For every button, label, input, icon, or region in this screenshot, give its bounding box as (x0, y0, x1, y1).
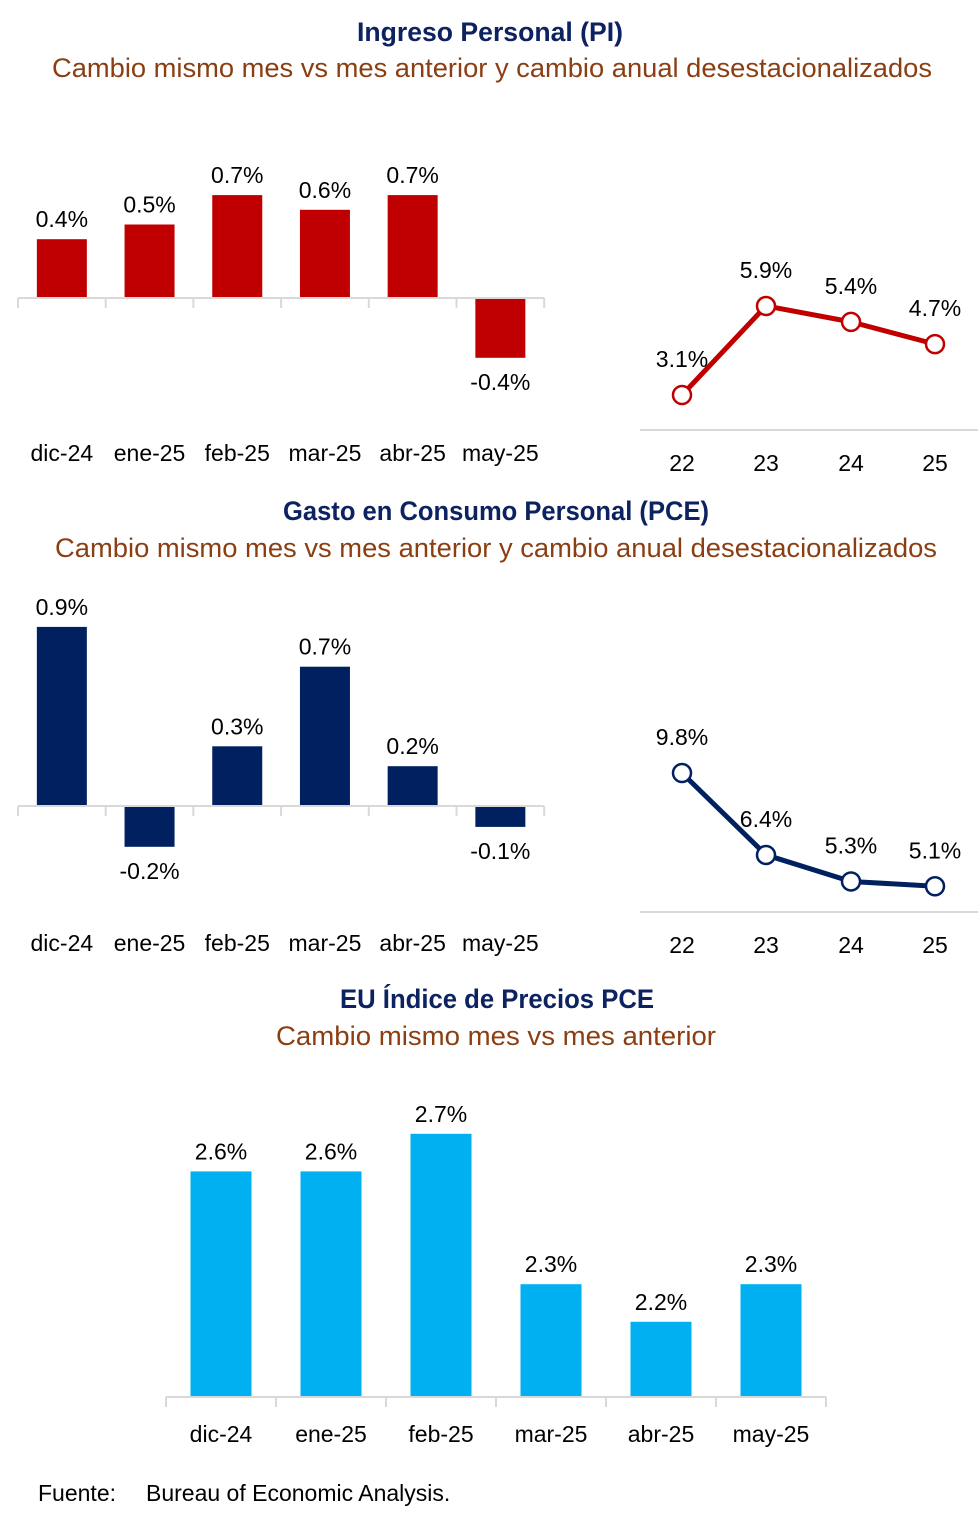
price-category-label: ene-25 (295, 1421, 367, 1447)
chart-title-pce: Gasto en Consumo Personal (PCE) (283, 496, 709, 526)
price-bar (410, 1133, 472, 1397)
price-data-label: 2.6% (195, 1138, 247, 1164)
pce-data-label: 0.2% (386, 733, 438, 759)
pi-data-label: 0.4% (36, 206, 88, 232)
chart-subtitle-price: Cambio mismo mes vs mes anterior (276, 1021, 716, 1051)
pce-data-label: -0.1% (470, 838, 530, 864)
pce-annual-data-label: 5.1% (909, 837, 961, 863)
pi-annual-point (924, 333, 946, 355)
pce-bar (212, 746, 263, 806)
pi-bar (212, 195, 263, 298)
price-data-label: 2.6% (305, 1138, 357, 1164)
pi-annual-data-label: 5.9% (740, 257, 792, 283)
pce-annual-category-label: 22 (669, 932, 695, 958)
pi-category-label: mar-25 (289, 440, 362, 466)
pi-data-label: -0.4% (470, 369, 530, 395)
pi-data-label: 0.7% (386, 162, 438, 188)
pi-bar (124, 224, 175, 298)
price-data-label: 2.7% (415, 1101, 467, 1127)
pi-bar (36, 239, 87, 298)
pce-category-label: ene-25 (114, 930, 186, 956)
pce-category-label: feb-25 (205, 930, 270, 956)
pi-category-label: ene-25 (114, 440, 186, 466)
price-bar (300, 1171, 362, 1397)
pce-annual-data-label: 5.3% (825, 832, 877, 858)
price-bar (520, 1284, 582, 1397)
pi-bar (299, 209, 350, 298)
pi-annual-category-label: 22 (669, 450, 695, 476)
price-category-label: abr-25 (628, 1421, 694, 1447)
pce-annual-data-label: 9.8% (656, 724, 708, 750)
price-category-label: may-25 (733, 1421, 810, 1447)
pce-data-label: -0.2% (120, 858, 180, 884)
pce-annual-point (755, 844, 777, 866)
pce-annual-category-label: 24 (838, 932, 864, 958)
pce-annual-point (924, 876, 946, 897)
pi-category-label: feb-25 (205, 440, 270, 466)
pi-annual-point (671, 384, 693, 406)
pce-bar (387, 766, 438, 806)
pi-annual-point (840, 311, 862, 333)
pi-annual-data-label: 3.1% (656, 346, 708, 372)
source-text: Bureau of Economic Analysis. (146, 1480, 450, 1506)
pi-category-label: abr-25 (379, 440, 445, 466)
pce-bar (299, 666, 350, 806)
pce-category-label: mar-25 (289, 930, 362, 956)
price-category-label: dic-24 (190, 1421, 253, 1447)
price-data-label: 2.3% (525, 1251, 577, 1277)
pce-data-label: 0.7% (299, 634, 351, 660)
price-category-label: mar-25 (515, 1421, 588, 1447)
pce-annual-category-label: 25 (922, 932, 948, 958)
price-data-label: 2.2% (635, 1289, 687, 1315)
pi-annual-data-label: 4.7% (909, 295, 961, 321)
pi-bar (387, 195, 438, 298)
pce-category-label: may-25 (462, 930, 539, 956)
pce-annual-category-label: 23 (753, 932, 779, 958)
chart-subtitle-pi: Cambio mismo mes vs mes anterior y cambi… (52, 53, 932, 83)
price-data-label: 2.3% (745, 1251, 797, 1277)
pce-category-label: abr-25 (379, 930, 445, 956)
pi-data-label: 0.6% (299, 177, 351, 203)
pce-annual-line (680, 771, 936, 889)
pi-data-label: 0.5% (123, 192, 175, 218)
pi-annual-line (680, 303, 936, 397)
pi-data-label: 0.7% (211, 162, 263, 188)
price-bar (740, 1284, 802, 1397)
price-bar (190, 1171, 252, 1397)
pce-bar (124, 807, 175, 847)
pi-annual-point (755, 295, 777, 317)
chart-title-price: EU Índice de Precios PCE (340, 983, 654, 1014)
pi-category-label: may-25 (462, 440, 539, 466)
pi-annual-category-label: 25 (922, 450, 948, 476)
price-category-label: feb-25 (408, 1421, 473, 1447)
source-label: Fuente: (38, 1480, 116, 1506)
chart-subtitle-pce: Cambio mismo mes vs mes anterior y cambi… (55, 533, 937, 563)
pce-data-label: 0.9% (36, 594, 88, 620)
pce-bar (36, 626, 87, 806)
pce-annual-point (671, 762, 693, 784)
pi-annual-data-label: 5.4% (825, 273, 877, 299)
chart-title-pi: Ingreso Personal (PI) (357, 17, 623, 47)
pi-bar (475, 299, 526, 358)
pce-annual-data-label: 6.4% (740, 806, 792, 832)
pce-bar (475, 807, 526, 827)
pce-data-label: 0.3% (211, 713, 263, 739)
pce-annual-point (840, 871, 862, 892)
pi-category-label: dic-24 (31, 440, 94, 466)
pi-annual-category-label: 24 (838, 450, 864, 476)
pce-category-label: dic-24 (31, 930, 94, 956)
price-bar (630, 1321, 692, 1397)
pi-annual-category-label: 23 (753, 450, 779, 476)
